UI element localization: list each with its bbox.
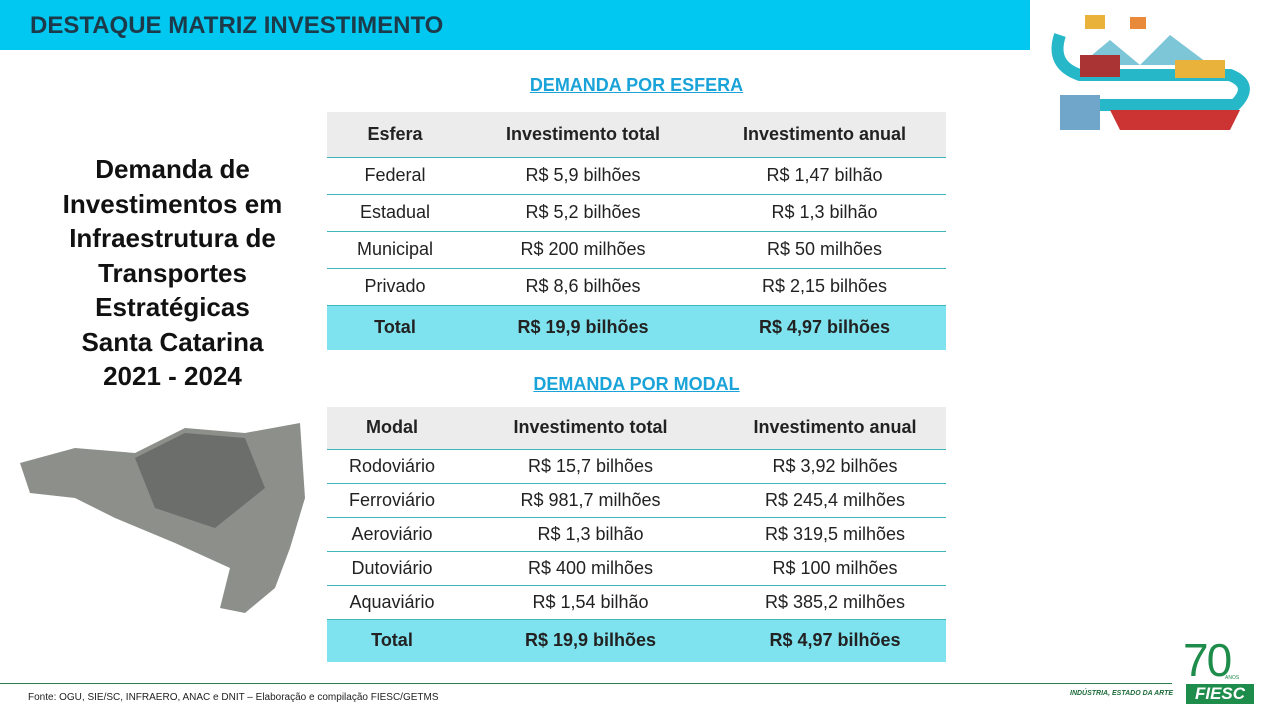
cell: Dutoviário	[327, 551, 457, 586]
data-table: Esfera Investimento total Investimento anu…	[327, 112, 946, 350]
side-title-line: Estratégicas	[95, 292, 250, 322]
cell: R$ 385,2 milhões	[724, 585, 946, 620]
header-row: Modal Investimento total Investimento anua…	[327, 407, 946, 450]
table-title: DEMANDA POR MODAL	[533, 374, 740, 394]
cell: R$ 5,2 bilhões	[463, 194, 703, 232]
cell: Total	[327, 619, 457, 662]
cell: R$ 19,9 bilhões	[463, 305, 703, 350]
cell: Aeroviário	[327, 517, 457, 552]
cell: R$ 319,5 milhões	[724, 517, 946, 552]
table-row: Aquaviário R$ 1,54 bilhão R$ 385,2 milhões	[327, 585, 946, 620]
cell: Modal	[327, 407, 457, 450]
cell: R$ 400 milhões	[457, 551, 724, 586]
cell: Rodoviário	[327, 449, 457, 484]
cell: R$ 8,6 bilhões	[463, 268, 703, 306]
cell: R$ 15,7 bilhões	[457, 449, 724, 484]
logo-name: FIESC	[1186, 684, 1254, 704]
cell: R$ 200 milhões	[463, 231, 703, 269]
side-title-line: 2021 - 2024	[103, 361, 242, 391]
table-row: Estadual R$ 5,2 bilhões R$ 1,3 bilhão	[327, 194, 946, 232]
cell: R$ 981,7 milhões	[457, 483, 724, 518]
table-row: Aeroviário R$ 1,3 bilhão R$ 319,5 milhões	[327, 517, 946, 552]
cell: Federal	[327, 157, 463, 195]
total-row: Total R$ 19,9 bilhões R$ 4,97 bilhões	[327, 305, 946, 350]
table-row: Ferroviário R$ 981,7 milhões R$ 245,4 milh…	[327, 483, 946, 518]
cell: R$ 1,47 bilhão	[703, 157, 946, 195]
table-row: Federal R$ 5,9 bilhões R$ 1,47 bilhão	[327, 157, 946, 195]
header-bar: DESTAQUE MATRIZ INVESTIMENTO	[0, 0, 1030, 50]
table-row: Dutoviário R$ 400 milhões R$ 100 milhões	[327, 551, 946, 586]
cell: Ferroviário	[327, 483, 457, 518]
side-title-line: Santa Catarina	[81, 326, 264, 357]
cell: R$ 4,97 bilhões	[724, 619, 946, 662]
table-row: Privado R$ 8,6 bilhões R$ 2,15 bilhões	[327, 268, 946, 306]
cell: R$ 4,97 bilhões	[703, 305, 946, 350]
side-title-line: Infraestrutura de	[69, 223, 276, 253]
cell: Investimento anual	[724, 407, 946, 450]
cell: Estadual	[327, 194, 463, 232]
side-title: Demanda de Investimentos em Infraestrutura…	[40, 152, 305, 394]
cell: Privado	[327, 268, 463, 306]
cell: R$ 2,15 bilhões	[703, 268, 946, 306]
cell: R$ 1,3 bilhão	[457, 517, 724, 552]
cell: R$ 245,4 milhões	[724, 483, 946, 518]
cell: Investimento anual	[703, 112, 946, 158]
logo-sub: ANOS	[1225, 675, 1240, 681]
cell: R$ 19,9 bilhões	[457, 619, 724, 662]
total-row: Total R$ 19,9 bilhões R$ 4,97 bilhões	[327, 619, 946, 662]
cell: R$ 1,54 bilhão	[457, 585, 724, 620]
state-map	[20, 423, 305, 613]
cell: Investimento total	[463, 112, 703, 158]
transport-illustration	[1051, 15, 1250, 130]
side-title-line: Investimentos em	[62, 188, 283, 219]
table-title: DEMANDA POR ESFERA	[529, 75, 744, 95]
table-row: Rodoviário R$ 15,7 bilhões R$ 3,92 bilhões	[327, 449, 946, 484]
cell: R$ 5,9 bilhões	[463, 157, 703, 195]
logo-number: 70	[1183, 634, 1232, 686]
cell: R$ 3,92 bilhões	[724, 449, 946, 484]
data-table: Modal Investimento total Investimento anua…	[327, 407, 946, 662]
table-row: Municipal R$ 200 milhões R$ 50 milhões	[327, 231, 946, 269]
cell: Investimento total	[457, 407, 724, 450]
footer-line	[0, 683, 1172, 684]
cell: R$ 50 milhões	[703, 231, 946, 269]
header-row: Esfera Investimento total Investimento anu…	[327, 112, 946, 158]
cell: R$ 1,3 bilhão	[703, 194, 946, 232]
cell: Municipal	[327, 231, 463, 269]
source: Fonte: OGU, SIE/SC, INFRAERO, ANAC e DNI…	[28, 692, 439, 703]
header-title: DESTAQUE MATRIZ INVESTIMENTO	[30, 12, 444, 39]
cell: Aquaviário	[327, 585, 457, 620]
side-title-line: Demanda de	[95, 154, 250, 184]
tagline: INDÚSTRIA, ESTADO DA ARTE	[1070, 690, 1174, 697]
cell: R$ 100 milhões	[724, 551, 946, 586]
cell: Total	[327, 305, 463, 350]
side-title-line: Transportes	[98, 257, 247, 288]
cell: Esfera	[327, 112, 463, 158]
